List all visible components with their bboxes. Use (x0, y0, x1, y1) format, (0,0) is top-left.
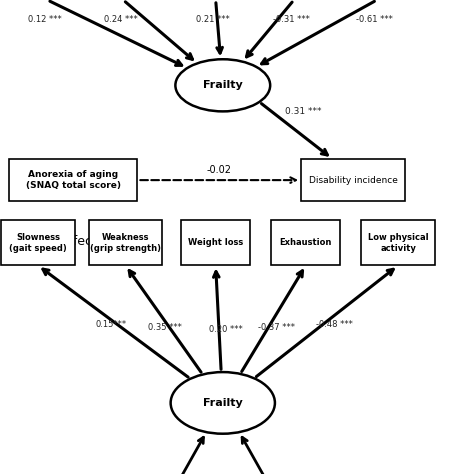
FancyBboxPatch shape (9, 159, 137, 201)
Text: 0.35 ***: 0.35 *** (148, 323, 182, 331)
Text: 0.21 ***: 0.21 *** (196, 16, 230, 24)
FancyBboxPatch shape (271, 220, 340, 265)
Ellipse shape (171, 372, 275, 434)
Text: 0.20 ***: 0.20 *** (210, 325, 243, 334)
Text: 0.12 ***: 0.12 *** (28, 16, 62, 24)
FancyBboxPatch shape (181, 220, 250, 265)
Text: 0.31 ***: 0.31 *** (285, 107, 322, 116)
FancyBboxPatch shape (361, 220, 435, 265)
Text: Frailty: Frailty (203, 398, 243, 408)
FancyBboxPatch shape (89, 220, 162, 265)
Text: 0.24 ***: 0.24 *** (104, 16, 138, 24)
Text: Disability incidence: Disability incidence (309, 176, 398, 184)
Text: Weight loss: Weight loss (188, 238, 243, 247)
FancyBboxPatch shape (301, 159, 405, 201)
Text: 0.15***: 0.15*** (96, 320, 127, 329)
Text: Anorexia of aging
(SNAQ total score): Anorexia of aging (SNAQ total score) (26, 170, 121, 190)
Text: -0.61 ***: -0.61 *** (356, 16, 393, 24)
Text: Exhaustion: Exhaustion (280, 238, 332, 247)
Ellipse shape (175, 59, 270, 111)
FancyBboxPatch shape (1, 220, 75, 265)
Text: Indirect effect model: Indirect effect model (9, 235, 140, 247)
Text: -0.37 ***: -0.37 *** (257, 323, 295, 331)
Text: -0.31 ***: -0.31 *** (273, 16, 310, 24)
Text: Frailty: Frailty (203, 80, 243, 91)
Text: Low physical
activity: Low physical activity (368, 233, 428, 253)
Text: -0.48 ***: -0.48 *** (316, 320, 353, 329)
Text: Weakness
(grip strength): Weakness (grip strength) (90, 233, 161, 253)
Text: Slowness
(gait speed): Slowness (gait speed) (9, 233, 67, 253)
Text: -0.02: -0.02 (207, 164, 232, 175)
